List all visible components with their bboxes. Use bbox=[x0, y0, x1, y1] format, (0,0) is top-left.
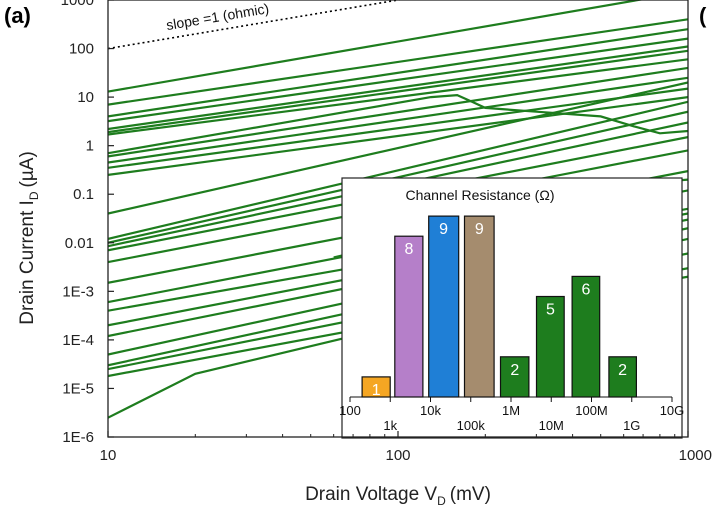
y-tick-label: 1E-6 bbox=[62, 429, 94, 446]
inset-bar-count: 6 bbox=[581, 281, 590, 298]
data-line-9 bbox=[108, 76, 688, 164]
axis-ticks: 10 100 1000 1000 100 10 1 0.1 0.01 1E-3 1E-4 1E-5 1E… bbox=[61, 0, 712, 464]
y-tick-label: 1 bbox=[86, 138, 94, 155]
x-tick-label: 10 bbox=[100, 447, 117, 464]
inset-bar-5 bbox=[499, 356, 530, 398]
inset-bars: 1 8 9 9 2 5 6 2 bbox=[361, 215, 638, 399]
y-axis-label: Drain Current I bbox=[17, 200, 38, 325]
data-line-28 bbox=[108, 93, 688, 155]
ohmic-reference-line bbox=[108, 0, 403, 50]
inset-bar-6 bbox=[535, 295, 565, 398]
inset-tick-label: 10k bbox=[420, 403, 441, 418]
inset-bar-count: 2 bbox=[618, 362, 627, 379]
inset-tick-label: 100 bbox=[339, 403, 361, 418]
data-line-5 bbox=[108, 45, 688, 131]
y-tick-label: 1E-4 bbox=[62, 332, 94, 349]
x-axis-label: Drain Voltage V bbox=[305, 484, 437, 505]
inset-histogram: Channel Resistance (Ω) 1 8 9 9 2 5 6 2 100 1k 10k… bbox=[339, 177, 684, 439]
data-line-3 bbox=[108, 28, 688, 118]
y-tick-label: 0.01 bbox=[65, 235, 94, 252]
reference-line-group bbox=[108, 0, 403, 50]
data-line-6 bbox=[108, 49, 688, 134]
inset-tick-label: 1M bbox=[502, 403, 520, 418]
inset-bar-count: 8 bbox=[404, 241, 413, 258]
inset-bar-count: 5 bbox=[546, 302, 555, 319]
x-axis-unit: (mV) bbox=[450, 484, 491, 505]
next-panel-label: ( bbox=[699, 3, 707, 28]
inset-bar-4 bbox=[463, 215, 495, 398]
inset-bar-count: 1 bbox=[372, 382, 381, 399]
inset-tick-label: 10G bbox=[660, 403, 685, 418]
inset-tick-label: 100M bbox=[575, 403, 608, 418]
data-line-14 bbox=[108, 110, 688, 244]
inset-bar-3 bbox=[428, 215, 460, 398]
y-axis-unit: (µA) bbox=[17, 151, 38, 187]
data-line-12 bbox=[108, 81, 688, 215]
inset-tick-label: 1k bbox=[383, 418, 397, 433]
data-line-8 bbox=[108, 66, 688, 158]
inset-bar-2 bbox=[394, 235, 424, 398]
x-tick-label: 100 bbox=[385, 447, 410, 464]
x-axis-subscript: D bbox=[437, 494, 446, 508]
x-tick-label: 1000 bbox=[679, 447, 712, 464]
inset-tick-label: 10M bbox=[539, 418, 564, 433]
y-tick-label: 10 bbox=[77, 89, 94, 106]
panel-label: (a) bbox=[4, 3, 31, 28]
y-tick-label: 1000 bbox=[61, 0, 94, 9]
data-line-11 bbox=[108, 96, 688, 176]
data-line-1 bbox=[108, 0, 645, 93]
inset-bar-count: 2 bbox=[510, 362, 519, 379]
y-axis-title: Drain Current ID (µA) bbox=[17, 151, 41, 325]
inset-bar-8 bbox=[608, 356, 638, 398]
x-axis-title: Drain Voltage VD (mV) bbox=[305, 484, 491, 508]
inset-ticks: 100 1k 10k 100k 1M 10M 100M 1G 10G bbox=[339, 397, 684, 433]
inset-bar-count: 9 bbox=[439, 221, 448, 238]
y-axis-subscript: D bbox=[27, 191, 41, 200]
data-line-10 bbox=[108, 87, 688, 169]
inset-bar-count: 9 bbox=[475, 221, 484, 238]
y-tick-label: 1E-3 bbox=[62, 283, 94, 300]
y-tick-label: 100 bbox=[69, 41, 94, 58]
inset-tick-label: 1G bbox=[623, 418, 640, 433]
inset-frame bbox=[341, 177, 683, 439]
inset-title: Channel Resistance (Ω) bbox=[406, 187, 555, 203]
y-tick-label: 1E-5 bbox=[62, 380, 94, 397]
y-tick-label: 0.1 bbox=[73, 186, 94, 203]
data-line-4 bbox=[108, 37, 688, 123]
inset-tick-label: 100k bbox=[457, 418, 486, 433]
inset-bar-7 bbox=[571, 275, 601, 398]
data-line-7 bbox=[108, 58, 688, 136]
data-line-13 bbox=[108, 100, 688, 240]
data-line-2 bbox=[108, 18, 688, 106]
